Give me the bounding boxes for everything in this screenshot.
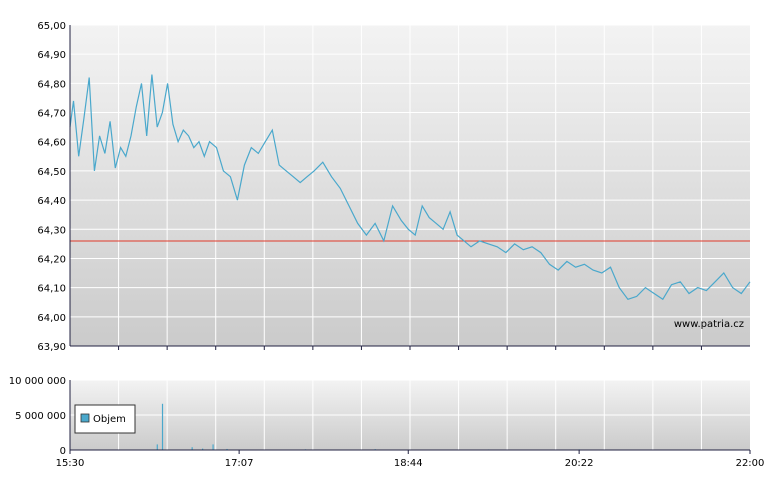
volume-y-tick-label: 10 000 000 bbox=[9, 376, 66, 387]
time-x-tick-label: 17:07 bbox=[225, 458, 254, 469]
volume-bar bbox=[157, 444, 158, 450]
time-x-tick-label: 20:22 bbox=[565, 458, 594, 469]
volume-bar bbox=[162, 404, 163, 450]
price-y-tick-label: 65,00 bbox=[37, 21, 66, 32]
watermark: www.patria.cz bbox=[674, 319, 744, 330]
price-y-tick-label: 64,80 bbox=[37, 79, 66, 90]
volume-y-tick-label: 0 bbox=[60, 446, 66, 457]
time-x-tick-label: 22:00 bbox=[736, 458, 765, 469]
volume-legend: Objem bbox=[75, 405, 135, 433]
volume-y-tick-label: 5 000 000 bbox=[15, 411, 66, 422]
price-y-tick-label: 64,70 bbox=[37, 109, 66, 120]
price-y-tick-label: 64,50 bbox=[37, 167, 66, 178]
volume-bar bbox=[212, 444, 213, 450]
legend-swatch bbox=[81, 414, 89, 422]
price-y-tick-label: 63,90 bbox=[37, 342, 66, 353]
price-y-tick-label: 64,10 bbox=[37, 284, 66, 295]
legend-label: Objem bbox=[93, 414, 126, 425]
price-y-tick-label: 64,20 bbox=[37, 254, 66, 265]
time-x-tick-label: 18:44 bbox=[394, 458, 423, 469]
price-y-tick-label: 64,00 bbox=[37, 313, 66, 324]
price-y-tick-label: 64,30 bbox=[37, 225, 66, 236]
price-y-tick-label: 64,90 bbox=[37, 50, 66, 61]
price-y-tick-label: 64,60 bbox=[37, 138, 66, 149]
time-x-tick-label: 15:30 bbox=[56, 458, 85, 469]
price-y-tick-label: 64,40 bbox=[37, 196, 66, 207]
